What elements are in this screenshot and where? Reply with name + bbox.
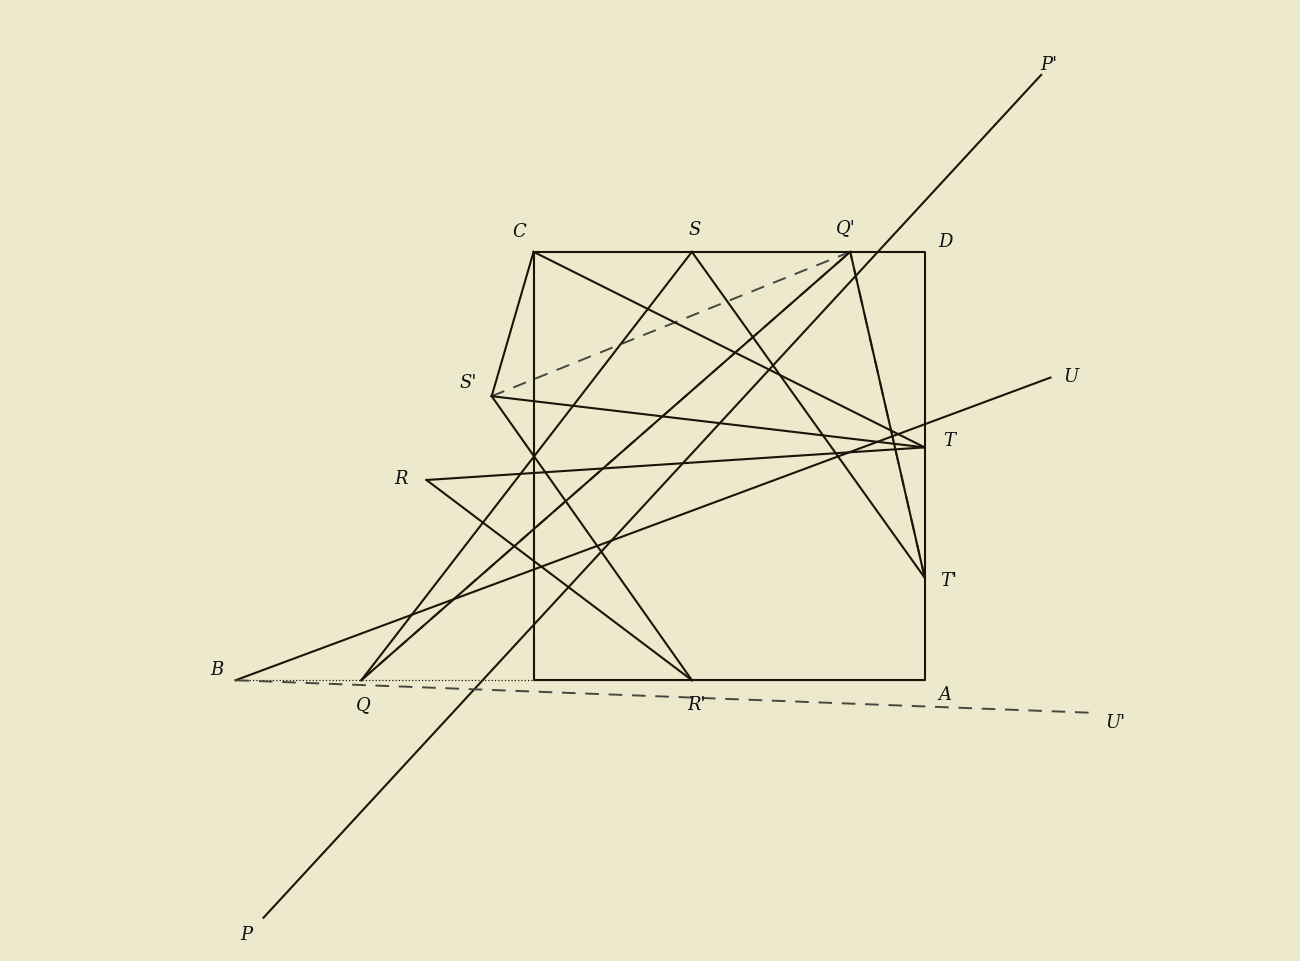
Text: R': R' — [688, 696, 706, 714]
Text: S': S' — [460, 374, 477, 392]
Text: T': T' — [940, 571, 957, 589]
Text: C: C — [512, 223, 527, 241]
Text: T: T — [942, 431, 956, 450]
Text: Q': Q' — [836, 219, 855, 237]
Text: D: D — [939, 233, 953, 251]
Text: P: P — [240, 925, 252, 944]
Text: Q: Q — [356, 696, 370, 714]
Text: B: B — [211, 660, 224, 678]
Text: S: S — [689, 221, 701, 239]
Text: U': U' — [1105, 713, 1126, 731]
Text: A: A — [939, 685, 952, 703]
Text: R: R — [395, 470, 408, 487]
Text: U: U — [1063, 367, 1079, 385]
Text: P': P' — [1040, 56, 1057, 74]
